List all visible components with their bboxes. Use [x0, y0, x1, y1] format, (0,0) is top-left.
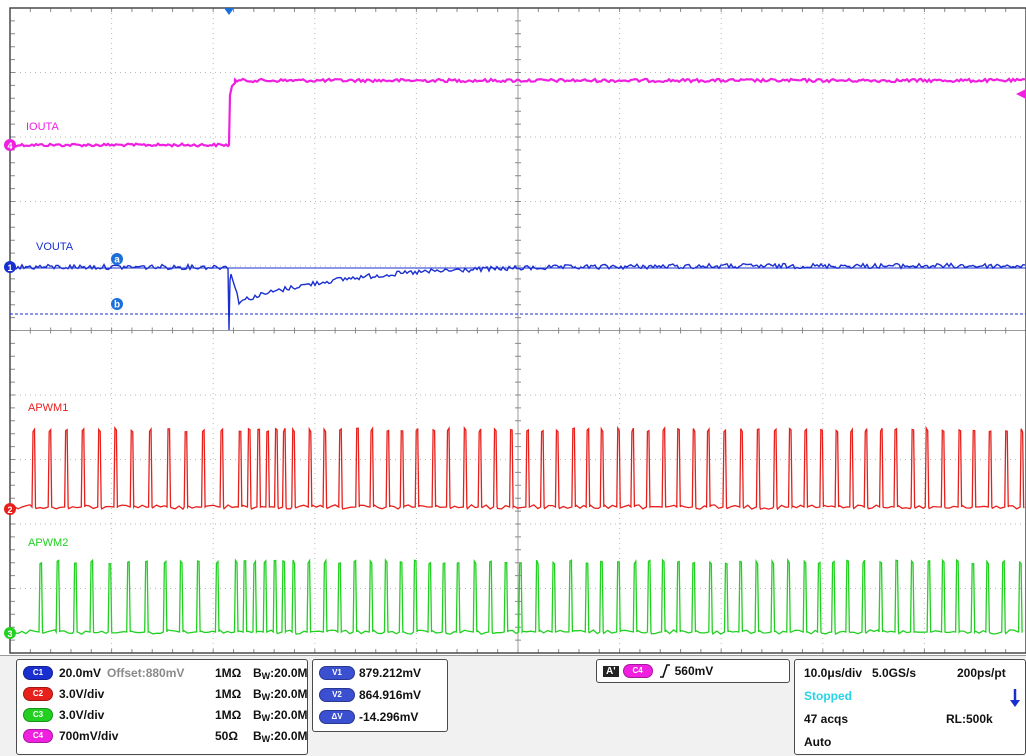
channel-4-bandwidth: BW:20.0M: [253, 728, 308, 744]
acquisition-state: Stopped: [804, 689, 852, 703]
trigger-position-marker[interactable]: [224, 8, 234, 15]
stopped-arrow-icon: [1010, 689, 1020, 707]
trigger-level: 560mV: [674, 664, 714, 678]
rising-edge-icon: [659, 664, 670, 678]
channel-1-bandwidth: BW:20.0M: [253, 665, 308, 681]
trace-label-iouta: IOUTA: [26, 121, 59, 133]
svg-text:1: 1: [7, 263, 12, 273]
cursor-delta-value: -14.296mV: [359, 710, 419, 724]
svg-text:4: 4: [7, 141, 12, 151]
channel-2-impedance: 1MΩ: [215, 687, 242, 701]
waveform-display[interactable]: 4 1 2 3 IOUTA VOUTA APWM1 APWM2 a b: [0, 0, 1026, 655]
cursor-v1-readout: V1 879.212mV: [319, 663, 421, 683]
channel-1-offset: Offset:880mV: [107, 666, 185, 680]
cursor-v1-value: 879.212mV: [359, 666, 422, 680]
cursor-delta-pill: ΔV: [319, 710, 355, 724]
channel-2-settings[interactable]: C2 3.0V/div 1MΩ BW:20.0M: [23, 684, 309, 704]
channel-4-pill: C4: [23, 729, 53, 743]
trigger-mode: Auto: [804, 735, 832, 749]
channel-3-bandwidth: BW:20.0M: [253, 707, 308, 723]
channel-1-pill: C1: [23, 666, 53, 680]
svg-text:b: b: [114, 300, 120, 311]
channel-3-pill: C3: [23, 708, 53, 722]
svg-text:3: 3: [7, 629, 12, 639]
channel-marker-1[interactable]: 1: [4, 261, 16, 273]
svg-text:a: a: [114, 255, 120, 266]
trace-apwm2: [9, 557, 1023, 635]
trace-iouta: [8, 77, 1026, 148]
trigger-settings-box[interactable]: A' C4 560mV: [596, 659, 790, 683]
record-length: RL:500k: [946, 712, 993, 726]
trigger-badge: A': [603, 665, 619, 677]
cursor-v2-value: 864.916mV: [359, 688, 422, 702]
trigger-row: A' C4 560mV: [603, 661, 713, 681]
trigger-level-marker[interactable]: [1016, 89, 1026, 99]
acquisition-count: 47 acqs: [804, 712, 849, 726]
acquisition-settings-box[interactable]: 10.0μs/div 5.0GS/s 200ps/pt Stopped 47 a…: [794, 659, 1026, 755]
channel-marker-3[interactable]: 3: [4, 627, 16, 639]
cursor-readout-box[interactable]: V1 879.212mV V2 864.916mV ΔV -14.296mV: [312, 659, 448, 732]
trigger-source-pill: C4: [622, 664, 653, 678]
channel-4-impedance: 50Ω: [215, 729, 238, 743]
channel-2-pill: C2: [23, 687, 53, 701]
channel-marker-4[interactable]: 4: [4, 139, 16, 151]
status-panel: C1 20.0mV Offset:880mV 1MΩ BW:20.0M C2 3…: [0, 655, 1026, 756]
channel-settings-box: C1 20.0mV Offset:880mV 1MΩ BW:20.0M C2 3…: [16, 659, 308, 755]
plot-frame: [9, 7, 1026, 654]
resolution-value: 200ps/pt: [957, 666, 1006, 680]
channel-marker-2[interactable]: 2: [4, 503, 16, 515]
cursor-delta-readout: ΔV -14.296mV: [319, 707, 418, 727]
timebase-value: 10.0μs/div: [804, 666, 863, 680]
cursor-v2-readout: V2 864.916mV: [319, 685, 421, 705]
channel-2-bandwidth: BW:20.0M: [253, 686, 308, 702]
cursor-marker-a[interactable]: a: [111, 253, 123, 266]
cursor-v1-pill: V1: [319, 666, 355, 680]
trace-label-apwm1: APWM1: [28, 402, 68, 414]
channel-1-scale: 20.0mV: [59, 666, 102, 680]
channel-3-scale: 3.0V/div: [59, 708, 105, 722]
channel-4-settings[interactable]: C4 700mV/div 50Ω BW:20.0M: [23, 726, 309, 746]
cursor-v2-pill: V2: [319, 688, 355, 702]
trace-vouta: [9, 262, 1026, 331]
channel-2-scale: 3.0V/div: [59, 687, 105, 701]
channel-3-impedance: 1MΩ: [215, 708, 242, 722]
channel-3-settings[interactable]: C3 3.0V/div 1MΩ BW:20.0M: [23, 705, 309, 725]
trace-label-vouta: VOUTA: [36, 241, 74, 253]
channel-4-scale: 700mV/div: [59, 729, 119, 743]
trace-apwm1: [9, 425, 1025, 511]
channel-1-settings[interactable]: C1 20.0mV Offset:880mV 1MΩ BW:20.0M: [23, 663, 309, 683]
sample-rate-value: 5.0GS/s: [872, 666, 917, 680]
channel-1-impedance: 1MΩ: [215, 666, 242, 680]
trace-label-apwm2: APWM2: [28, 537, 68, 549]
cursor-marker-b[interactable]: b: [111, 298, 123, 311]
svg-text:2: 2: [7, 505, 12, 515]
